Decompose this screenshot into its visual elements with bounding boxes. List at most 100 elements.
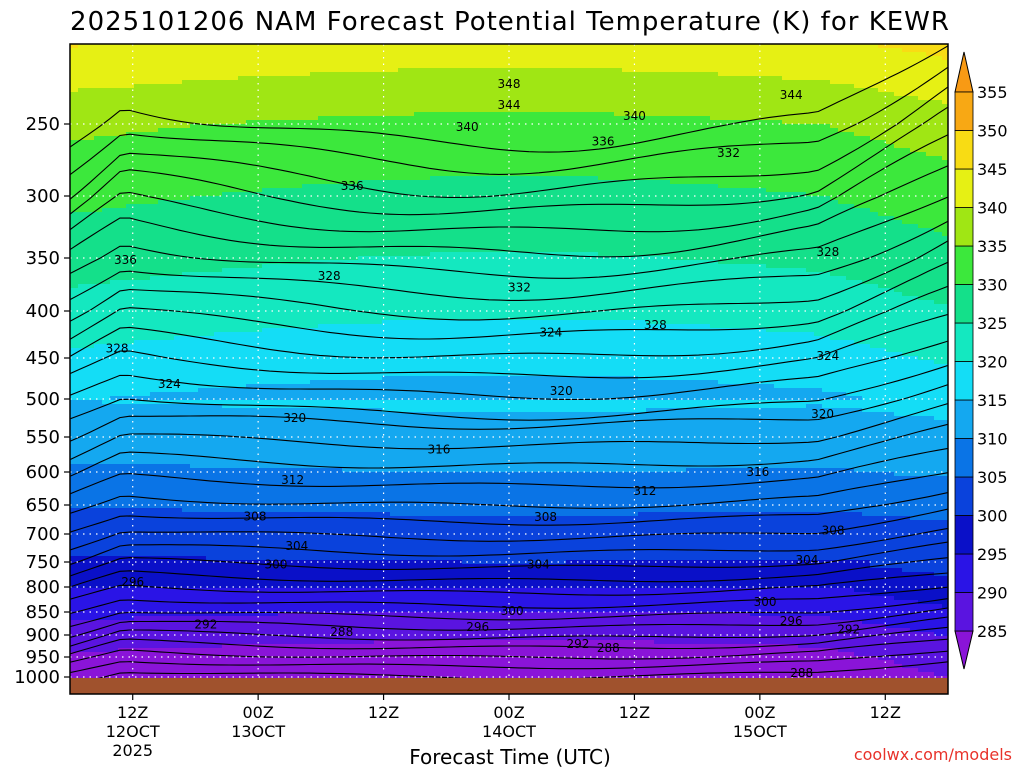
contour-value-label: 348: [498, 77, 521, 91]
x-tick-label: 00Z: [242, 703, 273, 722]
chart-title: 2025101206 NAM Forecast Potential Temper…: [70, 7, 950, 37]
credit-link[interactable]: coolwx.com/models: [854, 745, 1012, 764]
colorbar-swatch: [954, 361, 974, 401]
colorbar: 285 290 295 300 305 310 315 320 325 330 335 340 345 3…: [954, 51, 1008, 670]
isentrope-line: [70, 402, 948, 461]
y-tick-label: 400: [26, 301, 60, 322]
contour-value-label: 308: [244, 510, 267, 524]
y-tick-label: 650: [26, 495, 60, 516]
colorbar-swatch: [954, 399, 974, 439]
y-tick-label: 300: [26, 186, 60, 207]
isentrope-line: [70, 240, 948, 322]
colorbar-swatch: [954, 168, 974, 208]
isentrope-line: [70, 340, 948, 401]
contour-value-label: 340: [456, 120, 479, 134]
contour-value-label: 304: [285, 539, 308, 553]
colorbar-label: 315: [977, 391, 1008, 410]
contour-value-label: 324: [158, 377, 181, 391]
isentrope-line: [70, 220, 948, 301]
contour-value-label: 316: [428, 443, 451, 457]
contour-value-label: 288: [330, 625, 353, 639]
contour-value-label: 328: [816, 245, 839, 259]
isentrope-line: [70, 364, 948, 421]
contour-value-label: 292: [194, 617, 217, 631]
contour-value-label: 296: [466, 620, 489, 634]
contour-value-label: 320: [283, 411, 306, 425]
colorbar-swatch: [954, 207, 974, 247]
colorbar-swatch: [954, 245, 974, 285]
colorbar-swatch: [954, 322, 974, 362]
contour-value-label: 316: [746, 465, 769, 479]
isentrope-line: [70, 586, 948, 615]
contour-value-label: 288: [790, 666, 813, 680]
contour-value-label: 328: [106, 342, 129, 356]
x-tick-label: 2025: [112, 741, 153, 760]
y-tick-label: 750: [26, 552, 60, 573]
x-tick-label: 15OCT: [733, 722, 787, 741]
contour-value-label: 328: [318, 269, 341, 283]
isentrope-line: [70, 598, 948, 628]
colorbar-swatch: [954, 284, 974, 324]
colorbar-label: 310: [977, 430, 1008, 449]
contour-value-label: 308: [822, 524, 845, 538]
contour-value-label: 292: [567, 637, 590, 651]
isentrope-line: [70, 616, 948, 647]
colorbar-label: 305: [977, 468, 1008, 487]
contour-lines: [70, 45, 948, 689]
x-tick-label: 00Z: [744, 703, 775, 722]
colorbar-label: 320: [977, 353, 1008, 372]
contour-value-label: 312: [633, 484, 656, 498]
colorbar-label: 350: [977, 122, 1008, 141]
isentrope-line: [70, 508, 948, 551]
colorbar-label: 325: [977, 314, 1008, 333]
contour-value-label: 320: [811, 407, 834, 421]
y-tick-label: 950: [26, 647, 60, 668]
colorbar-label: 290: [977, 584, 1008, 603]
colorbar-label: 340: [977, 199, 1008, 218]
contour-value-label: 336: [341, 179, 364, 193]
y-tick-label: 550: [26, 427, 60, 448]
x-tick-label: 00Z: [493, 703, 524, 722]
contour-value-label: 328: [644, 318, 667, 332]
contour-value-label: 336: [114, 253, 137, 267]
isentrope-line: [70, 285, 948, 359]
y-tick-label: 850: [26, 602, 60, 623]
colorbar-label: 355: [977, 83, 1008, 102]
y-tick-label: 900: [26, 625, 60, 646]
y-axis: 2503003504004505005506006507007508008509…: [14, 114, 70, 688]
temperature-bands: [70, 44, 948, 694]
contour-value-label: 304: [795, 553, 818, 567]
contour-value-label: 296: [121, 575, 144, 589]
colorbar-label: 335: [977, 237, 1008, 256]
x-tick-label: 12Z: [870, 703, 901, 722]
contour-value-label: 336: [592, 134, 615, 148]
y-tick-label: 600: [26, 462, 60, 483]
x-tick-label: 12Z: [117, 703, 148, 722]
x-tick-label: 12Z: [368, 703, 399, 722]
isentrope-line: [70, 261, 948, 340]
colorbar-max-arrow: [954, 51, 974, 93]
y-tick-label: 500: [26, 389, 60, 410]
y-tick-label: 800: [26, 577, 60, 598]
contour-value-label: 344: [780, 88, 803, 102]
contour-value-label: 332: [508, 281, 531, 295]
contour-value-label: 340: [623, 109, 646, 123]
x-axis-label: Forecast Time (UTC): [409, 745, 611, 768]
contour-value-label: 324: [539, 326, 562, 340]
x-tick-label: 14OCT: [482, 722, 536, 741]
colorbar-swatch: [954, 438, 974, 478]
isentrope-line: [70, 541, 948, 577]
colorbar-swatch: [954, 91, 974, 131]
x-tick-label: 12OCT: [106, 722, 160, 741]
contour-value-label: 300: [754, 595, 777, 609]
contour-value-label: 332: [717, 146, 740, 160]
y-tick-label: 250: [26, 114, 60, 135]
isentrope-line: [70, 165, 948, 258]
colorbar-swatch: [954, 130, 974, 170]
contour-value-label: 288: [597, 641, 620, 655]
isentrope-line: [70, 650, 948, 674]
isentrope-line: [70, 45, 948, 153]
isentrope-line: [70, 106, 948, 216]
